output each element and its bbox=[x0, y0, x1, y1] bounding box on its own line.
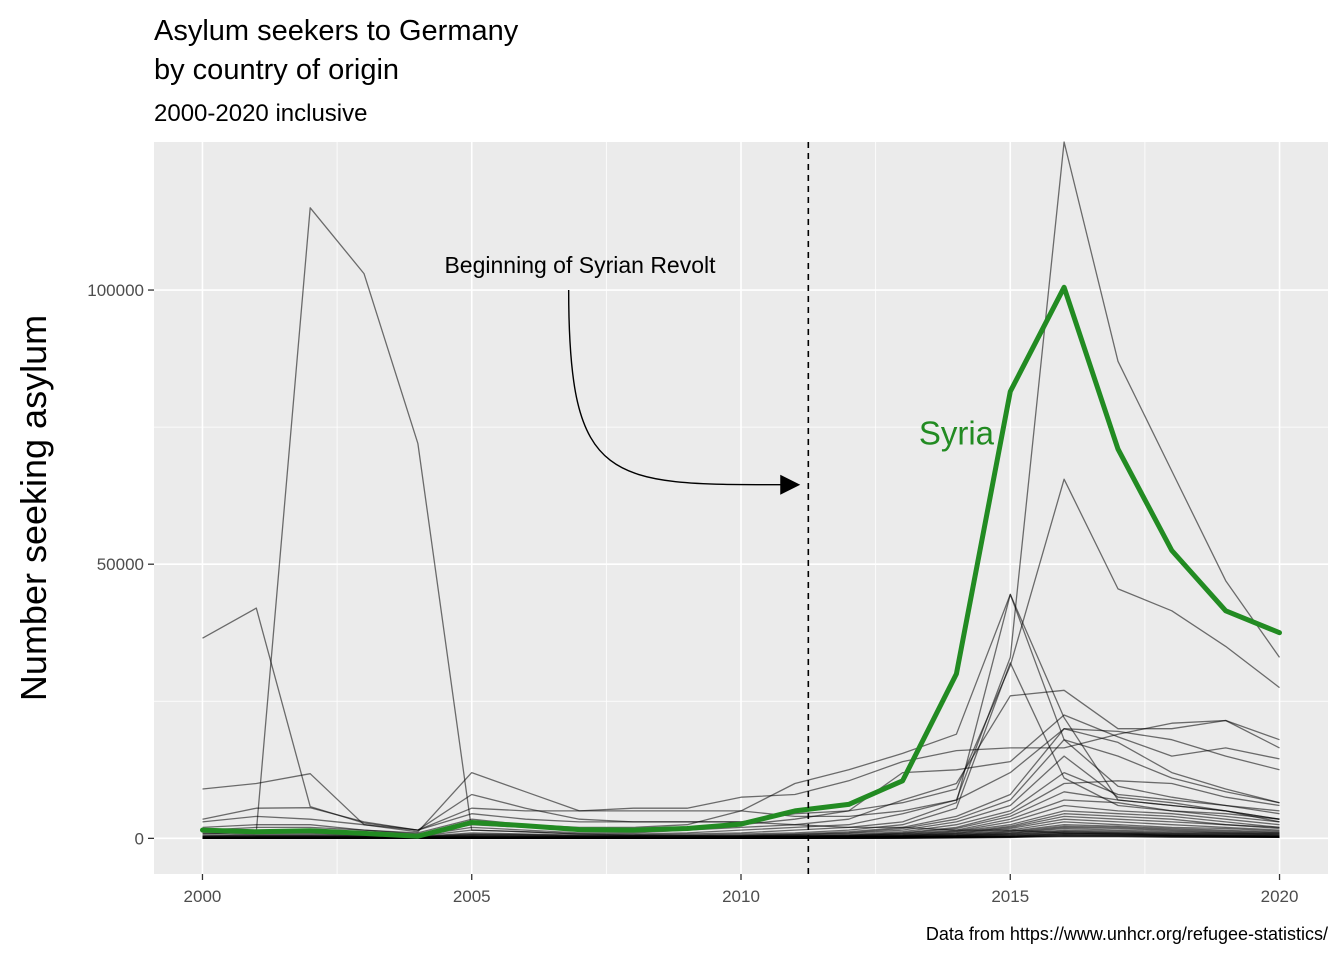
chart-title-line1: Asylum seekers to Germany bbox=[154, 15, 519, 47]
y-tick-label: 100000 bbox=[87, 281, 144, 300]
major-gridlines bbox=[154, 142, 1328, 874]
country-series-line bbox=[202, 835, 1280, 840]
country-series-line bbox=[202, 719, 1280, 831]
x-tick-label: 2000 bbox=[184, 887, 222, 906]
x-tick-label: 2020 bbox=[1261, 887, 1299, 906]
x-tick-label: 2015 bbox=[991, 887, 1029, 906]
annotation-arrow-curve bbox=[567, 290, 783, 486]
x-tick-label: 2005 bbox=[453, 887, 491, 906]
revolt-annotation bbox=[567, 142, 810, 874]
syria-series-line-group bbox=[200, 284, 1282, 839]
y-tick-label: 0 bbox=[135, 829, 144, 848]
annotation-arrow-head bbox=[780, 474, 801, 495]
chart-title-line2: by country of origin bbox=[154, 54, 399, 86]
x-tick-label: 2010 bbox=[722, 887, 760, 906]
annotation-text: Beginning of Syrian Revolt bbox=[444, 252, 716, 278]
y-tick-label: 50000 bbox=[97, 555, 144, 574]
chart-caption: Data from https://www.unhcr.org/refugee-… bbox=[926, 924, 1328, 944]
syria-series-line bbox=[200, 284, 1282, 839]
syria-label: Syria bbox=[919, 415, 995, 452]
x-axis: 2000 2005 2010 2015 2020 bbox=[184, 874, 1299, 906]
chart-subtitle: 2000-2020 inclusive bbox=[154, 100, 367, 127]
y-axis: 0 50000 100000 bbox=[87, 281, 154, 848]
y-axis-label: Number seeking asylum bbox=[13, 315, 54, 701]
